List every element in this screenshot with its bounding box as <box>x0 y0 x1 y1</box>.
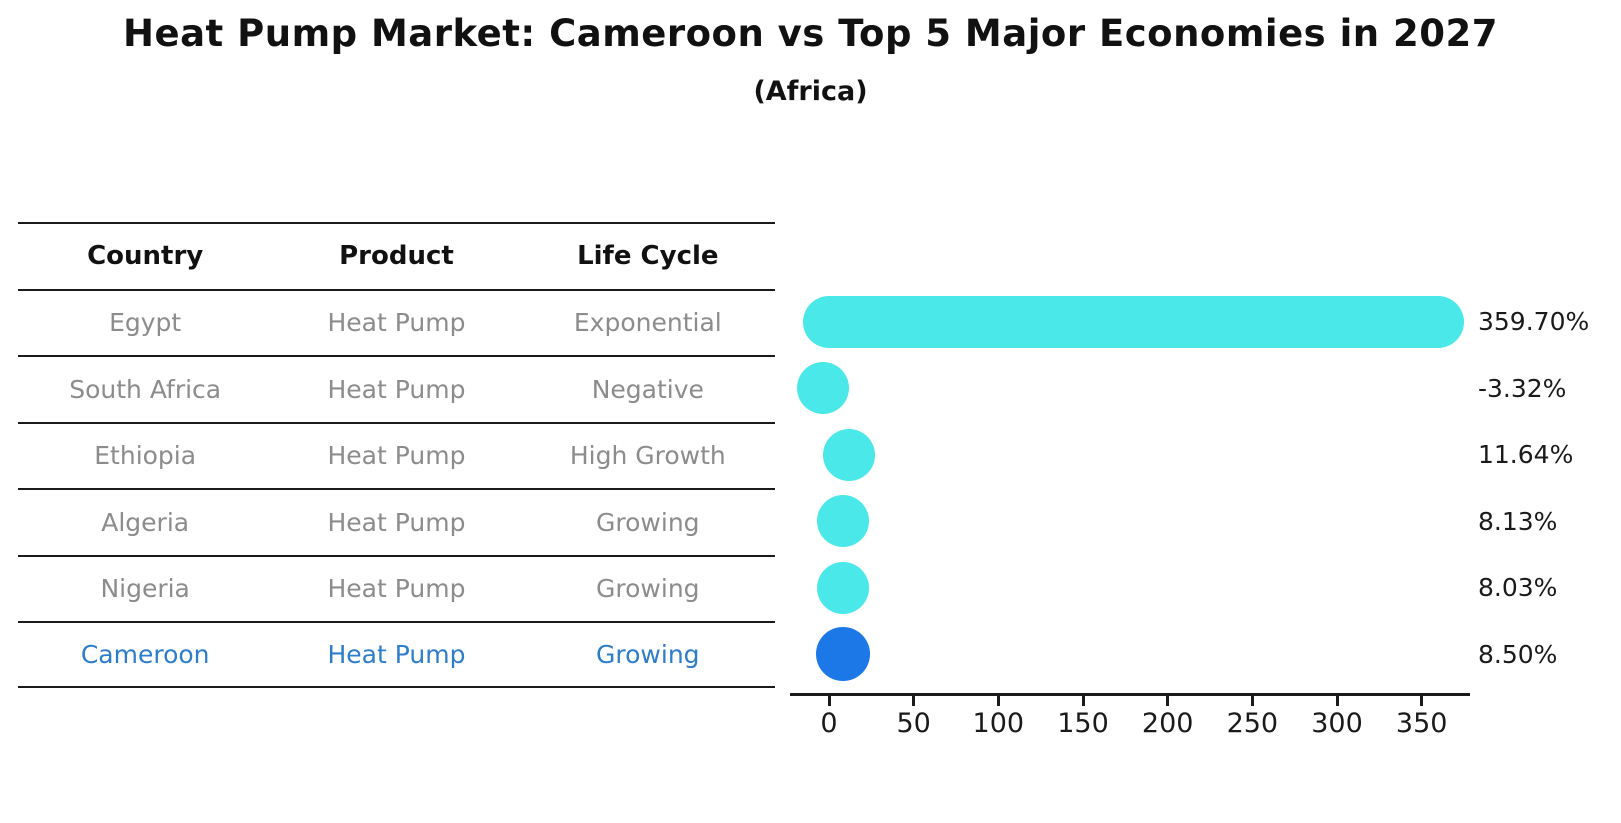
bar-ethiopia <box>822 428 875 481</box>
x-tick-label: 100 <box>972 708 1025 739</box>
value-label-algeria: 8.13% <box>1478 506 1558 536</box>
chart-title: Heat Pump Market: Cameroon vs Top 5 Majo… <box>123 12 1498 55</box>
table-cell: Cameroon <box>80 639 210 669</box>
x-tick-mark <box>1335 696 1339 706</box>
bar-egypt <box>803 295 1465 348</box>
x-tick-label: 50 <box>896 708 931 739</box>
table-cell: Algeria <box>101 507 190 537</box>
x-tick-mark <box>1250 696 1254 706</box>
table-cell: High Growth <box>569 441 726 471</box>
table-cell: Negative <box>591 374 704 404</box>
x-tick-label: 200 <box>1141 708 1194 739</box>
table-row-ethiopia: Ethiopia Heat Pump High Growth <box>18 421 775 489</box>
x-tick-mark <box>912 696 916 706</box>
x-tick-label: 350 <box>1395 708 1448 739</box>
table-row-algeria: Algeria Heat Pump Growing <box>18 488 775 555</box>
x-axis-line <box>790 693 1470 696</box>
x-tick-mark <box>1081 696 1085 706</box>
table-cell: Growing <box>596 639 700 669</box>
x-tick-label: 150 <box>1057 708 1109 739</box>
value-label-nigeria: 8.03% <box>1478 573 1558 603</box>
table-cell: Growing <box>596 507 700 537</box>
value-label-ethiopia: 11.64% <box>1478 440 1574 470</box>
bar-south-africa <box>797 362 850 415</box>
bar-nigeria <box>816 561 869 614</box>
table-cell: Country <box>87 241 204 272</box>
table-cell: Egypt <box>109 308 182 338</box>
table-cell: Exponential <box>573 308 722 338</box>
table-row-header: Country Product Life Cycle <box>18 222 775 289</box>
chart-subtitle: (Africa) <box>753 76 868 107</box>
table-cell: Life Cycle <box>577 241 719 272</box>
value-label-cameroon: 8.50% <box>1478 639 1558 669</box>
country-table: Country Product Life Cycle Egypt Heat Pump Ex… <box>18 222 775 688</box>
x-tick-mark <box>1420 696 1424 706</box>
bar-cameroon <box>816 627 871 682</box>
table-cell: Heat Pump <box>327 308 466 338</box>
x-tick-mark <box>996 696 1000 706</box>
table-row-nigeria: Nigeria Heat Pump Growing <box>18 554 775 622</box>
table-cell: Ethiopia <box>94 441 197 471</box>
table-row-egypt: Egypt Heat Pump Exponential <box>18 288 775 356</box>
value-label-south-africa: -3.32% <box>1478 373 1567 403</box>
value-label-egypt: 359.70% <box>1478 307 1590 337</box>
table-row-cameroon: Cameroon Heat Pump Growing <box>18 621 775 688</box>
x-tick-mark <box>1166 696 1170 706</box>
table-cell: Heat Pump <box>327 639 466 669</box>
table-row-south-africa: South Africa Heat Pump Negative <box>18 355 775 422</box>
table-cell: Product <box>339 241 454 272</box>
table-cell: Heat Pump <box>327 374 466 404</box>
x-tick-mark <box>827 696 831 706</box>
table-cell: Heat Pump <box>327 574 466 604</box>
bar-algeria <box>816 495 869 548</box>
table-cell: Nigeria <box>100 574 190 604</box>
x-tick-label: 300 <box>1311 708 1363 739</box>
x-tick-label: 250 <box>1226 708 1279 739</box>
table-cell: South Africa <box>69 374 222 404</box>
table-cell: Heat Pump <box>327 507 466 537</box>
table-cell: Heat Pump <box>327 441 466 471</box>
x-tick-label: 0 <box>820 708 838 739</box>
table-cell: Growing <box>596 574 700 604</box>
